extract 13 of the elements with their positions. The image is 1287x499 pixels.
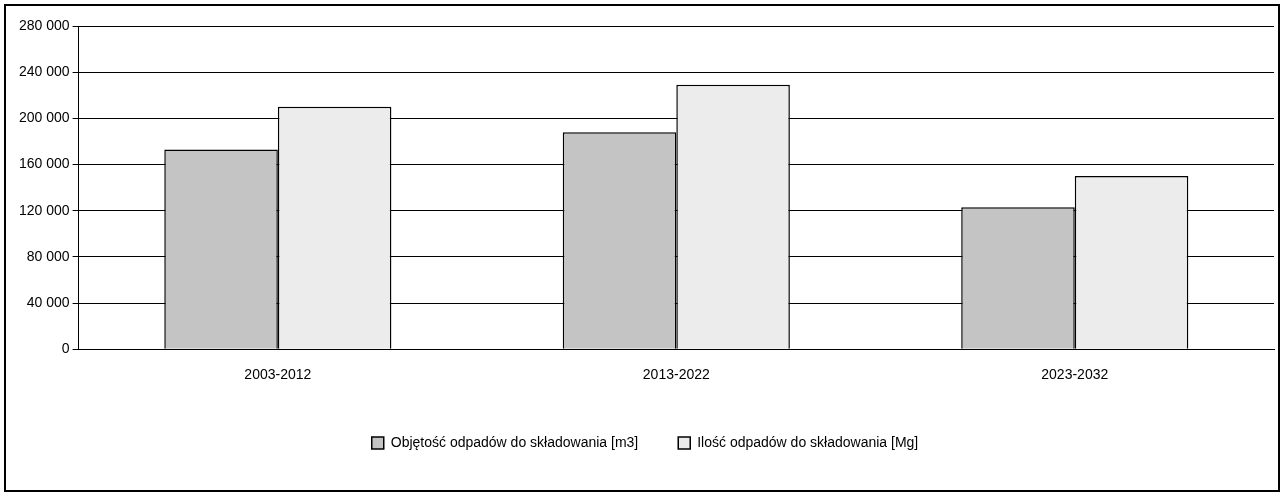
legend-label: Ilość odpadów do składowania [Mg]	[697, 433, 919, 450]
x-tick-label: 2003-2012	[244, 366, 312, 383]
y-tick-label: 160 000	[19, 155, 70, 172]
y-tick-label: 80 000	[26, 247, 70, 264]
y-tick-label: 0	[61, 340, 70, 357]
y-tick-label: 40 000	[26, 293, 70, 310]
legend-label: Objętość odpadów do składowania [m3]	[390, 433, 639, 450]
x-tick-label: 2013-2022	[642, 366, 710, 383]
x-tick-label: 2023-2032	[1041, 366, 1109, 383]
y-tick-label: 120 000	[19, 201, 70, 218]
y-tick-label: 240 000	[19, 63, 70, 80]
y-tick-label: 280 000	[19, 16, 70, 33]
y-tick-label: 200 000	[19, 109, 70, 126]
